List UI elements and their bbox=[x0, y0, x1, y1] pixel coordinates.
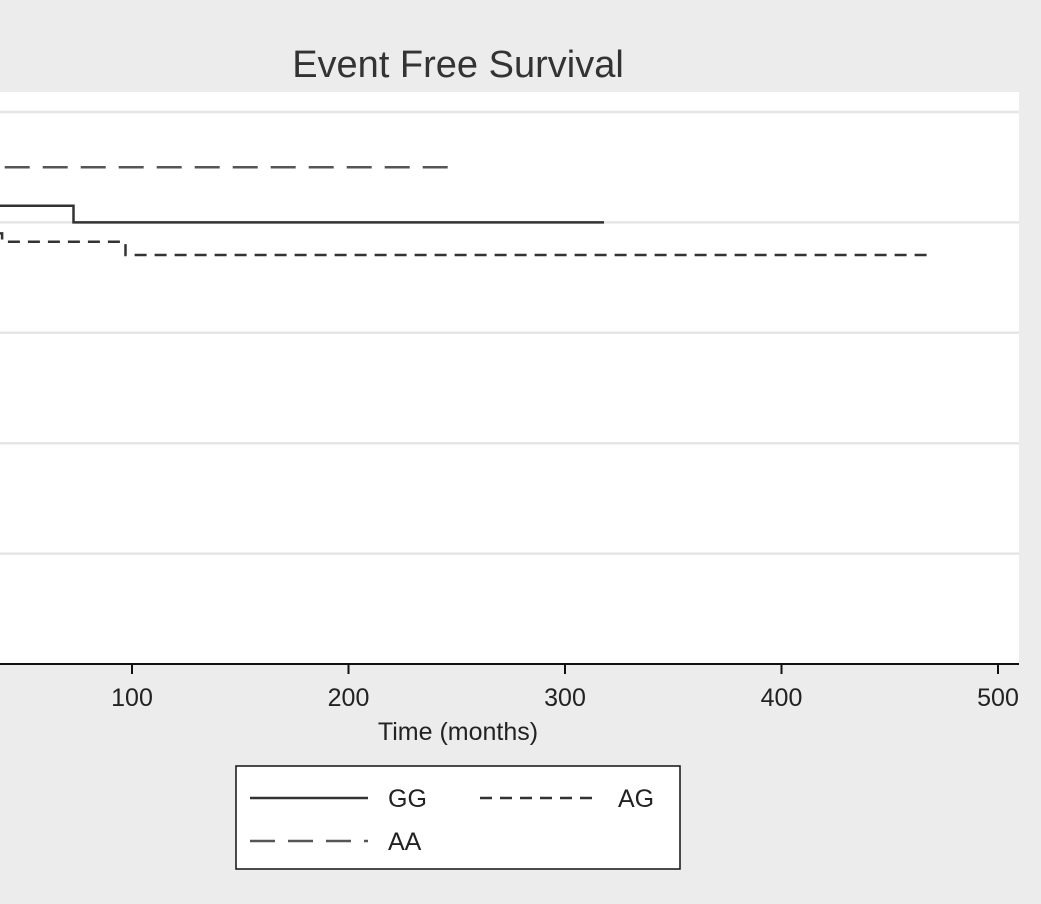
legend-label-aa: AA bbox=[388, 828, 422, 856]
legend-box bbox=[235, 765, 681, 870]
x-axis-label: Time (months) bbox=[378, 718, 538, 746]
legend: GG AG AA bbox=[235, 765, 681, 870]
x-tick-label-300: 300 bbox=[544, 684, 586, 712]
x-tick-label-100: 100 bbox=[111, 684, 153, 712]
series-line-gg bbox=[0, 204, 604, 224]
legend-label-ag: AG bbox=[618, 785, 654, 813]
chart-title: Event Free Survival bbox=[292, 44, 624, 86]
series-line-ag bbox=[0, 232, 933, 257]
series-lines bbox=[0, 165, 933, 257]
plot-area bbox=[0, 92, 1019, 664]
x-tick-label-200: 200 bbox=[328, 684, 370, 712]
legend-label-gg: GG bbox=[388, 785, 427, 813]
x-axis: 100 200 300 400 500 bbox=[0, 663, 1019, 712]
x-tick-label-500: 500 bbox=[977, 684, 1019, 712]
x-tick-label-400: 400 bbox=[761, 684, 803, 712]
